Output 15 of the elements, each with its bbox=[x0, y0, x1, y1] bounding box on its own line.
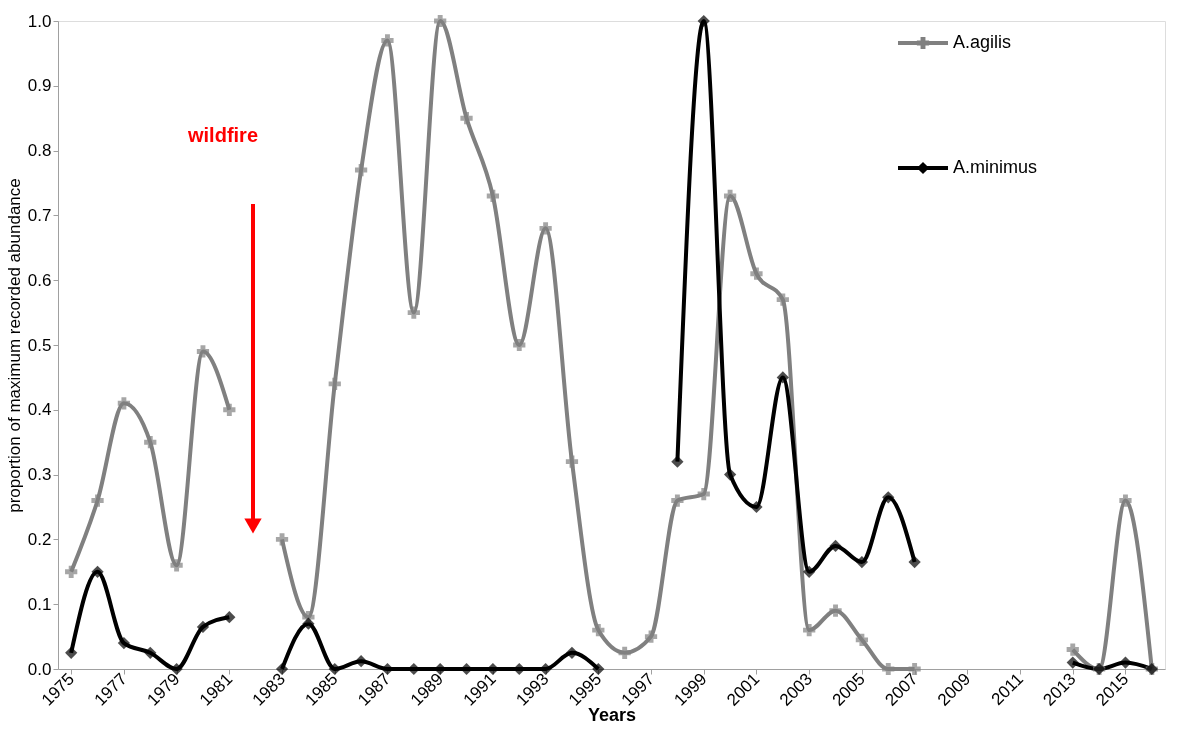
legend-label: A.minimus bbox=[953, 157, 1038, 177]
y-tick-label: 0.5 bbox=[27, 335, 52, 355]
annotation: wildfire bbox=[186, 124, 259, 146]
y-tick-label: 1.0 bbox=[27, 11, 52, 31]
y-tick-label: 0.4 bbox=[27, 400, 52, 420]
legend-label: A.agilis bbox=[953, 32, 1012, 52]
y-axis-title: proportion of maximum recorded abundance bbox=[4, 178, 24, 513]
y-tick-label: 0.1 bbox=[27, 594, 52, 614]
y-tick-label: 0.3 bbox=[27, 465, 52, 485]
y-tick-label: 0.8 bbox=[27, 141, 52, 161]
y-tick-label: 0.7 bbox=[27, 205, 52, 225]
y-tick-label: 0.2 bbox=[27, 529, 52, 549]
y-tick-label: 0.0 bbox=[27, 659, 52, 679]
y-tick-label: 0.9 bbox=[27, 76, 52, 96]
y-tick-label: 0.6 bbox=[27, 270, 52, 290]
